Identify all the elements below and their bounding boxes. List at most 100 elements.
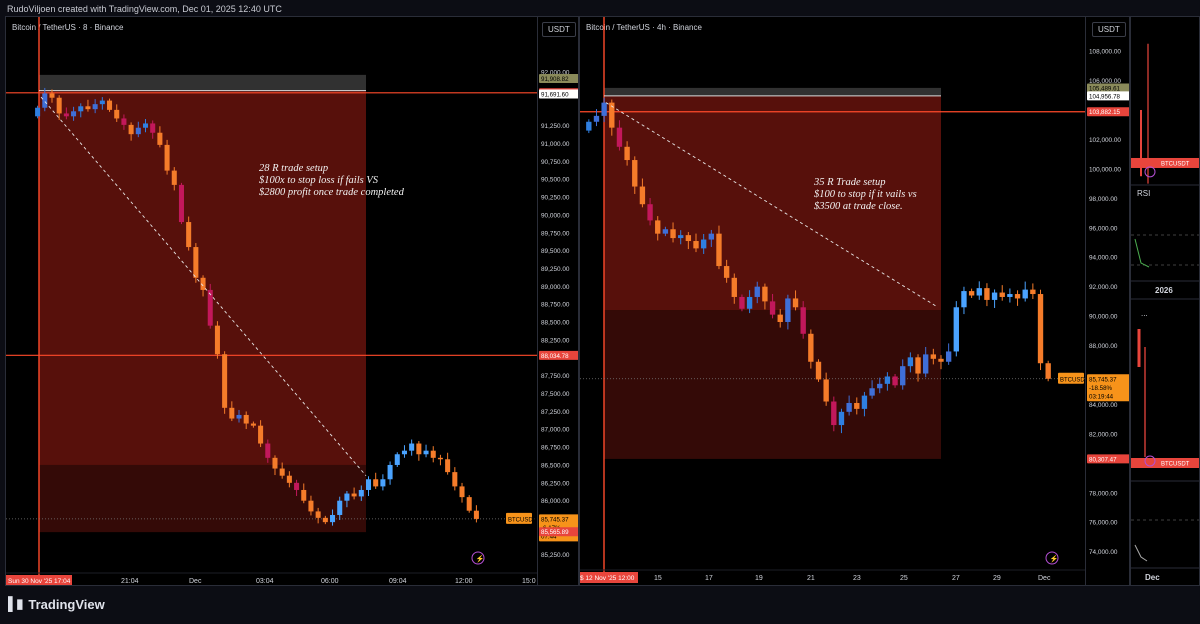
price-axis-1[interactable]: USDT 92,000.00 91,250.00 91,000.00 90,750.0… xyxy=(537,16,579,586)
price-label-4-0: 85,745.37 xyxy=(541,516,569,523)
credit-bar: RudoViljoen created with TradingView.com… xyxy=(0,0,1200,18)
y-tick-19: 76,000.00 xyxy=(1089,520,1118,527)
y-tick-24: 86,250.00 xyxy=(541,480,570,487)
side-ticker-2-bg xyxy=(1131,458,1199,468)
candle-52 xyxy=(984,288,990,300)
candle-25 xyxy=(214,325,220,355)
lower-osc-line xyxy=(1134,544,1148,562)
candle-39 xyxy=(884,376,891,384)
price-label-1-0: 104,956.78 xyxy=(1089,93,1121,100)
side-lightning-icon xyxy=(1144,166,1156,178)
candle-8 xyxy=(92,104,98,110)
rsi-line xyxy=(1134,238,1150,268)
candle-13 xyxy=(685,235,692,242)
candle-1 xyxy=(593,115,600,122)
candle-50 xyxy=(394,454,400,465)
price-label-3-2: 03:19:44 xyxy=(1089,393,1114,400)
chart-1-svg[interactable]: BTCUSDT ⚡ Sun 30 Nov '25 17:04 21:04 Dec 03:0… xyxy=(6,17,539,586)
x-tick-6: 12:00 xyxy=(455,578,473,585)
candle-22 xyxy=(754,286,760,297)
y-tick-8: 98,000.00 xyxy=(1089,196,1118,203)
candle-24 xyxy=(769,301,776,315)
y-tick-15: 88,500.00 xyxy=(541,320,570,327)
candle-30 xyxy=(815,361,822,380)
candle-34 xyxy=(279,468,285,476)
price-axis-1-svg: 92,000.00 91,250.00 91,000.00 90,750.00 90,5… xyxy=(539,70,578,559)
y-tick-14: 88,750.00 xyxy=(541,302,570,309)
chart-2-svg[interactable]: BTCUSDT ⚡ $ 12 Nov '25 12:00 15 17 19 21 23 25 27… xyxy=(580,17,1087,586)
candle-5 xyxy=(624,146,630,161)
candle-60 xyxy=(466,497,472,511)
x-tick-2: Dec xyxy=(189,578,202,585)
x-tick-9: Dec xyxy=(1038,575,1051,582)
y-tick-21: 87,000.00 xyxy=(541,427,570,434)
candle-33 xyxy=(838,411,845,426)
price-axis-2[interactable]: USDT 108,000.00106,000.00104,000.00102,0… xyxy=(1085,16,1130,586)
candle-38 xyxy=(308,500,314,512)
y-tick-9: 96,000.00 xyxy=(1089,225,1118,232)
price-label-bg-5 xyxy=(539,527,578,537)
x-tick-4: 06:00 xyxy=(321,578,339,585)
price-label-bg-2 xyxy=(539,89,578,99)
side-ticker-2: BTCUSDT xyxy=(1161,462,1190,468)
candle-12 xyxy=(121,118,127,125)
candle-23 xyxy=(200,277,206,290)
y-tick-20: 87,250.00 xyxy=(541,409,570,416)
side-panel[interactable]: BTCUSDT BTCUSDT RSI 2026 ... Dec xyxy=(1130,16,1200,586)
candle-10 xyxy=(107,100,113,110)
candle-13 xyxy=(128,124,134,135)
candle-23 xyxy=(762,286,768,302)
x-tick-3: 19 xyxy=(755,575,763,582)
candle-60 xyxy=(1045,363,1051,379)
candle-17 xyxy=(716,233,722,267)
candle-9 xyxy=(655,220,661,234)
y-tick-10: 89,750.00 xyxy=(541,230,570,237)
side-lightning-icon-2 xyxy=(1144,455,1156,467)
y-tick-4: 91,250.00 xyxy=(541,123,570,130)
price-label-3-0: 88,034.78 xyxy=(541,353,569,360)
price-label-5-0: 85,565.89 xyxy=(541,529,569,536)
x-tick-0: $ 12 Nov '25 12:00 xyxy=(580,575,635,582)
y-tick-5: 91,000.00 xyxy=(541,141,570,148)
ticker-label-bg xyxy=(1058,372,1084,384)
candle-14 xyxy=(693,241,699,249)
y-tick-0: 92,000.00 xyxy=(541,70,570,77)
candle-40 xyxy=(892,376,898,386)
currency-label-2[interactable]: USDT xyxy=(1092,22,1126,37)
candle-36 xyxy=(861,395,868,409)
candle-47 xyxy=(945,351,952,362)
footer-brand: ▌▮ TradingView xyxy=(8,596,105,612)
x-tick-8: 29 xyxy=(993,575,1001,582)
side-panel-svg[interactable]: BTCUSDT BTCUSDT xyxy=(1131,17,1200,586)
lightning-icon: ⚡ xyxy=(476,554,485,563)
x-tick-highlight xyxy=(6,575,72,585)
x-tick-7: 27 xyxy=(952,575,960,582)
candle-45 xyxy=(930,354,937,359)
candle-39 xyxy=(315,511,321,518)
x-tick-0: Sun 30 Nov '25 17:04 xyxy=(8,578,71,585)
y-tick-10: 94,000.00 xyxy=(1089,255,1118,262)
candle-42 xyxy=(337,500,343,515)
candle-61 xyxy=(473,510,479,519)
candle-53 xyxy=(991,292,998,300)
ticker-label: BTCUSDT xyxy=(1060,377,1087,383)
candle-3 xyxy=(56,97,62,114)
candle-26 xyxy=(785,298,791,323)
chart-panel-1[interactable]: Bitcoin / TetherUS · 8 · Binance BTCUSDT… xyxy=(5,16,539,586)
chart-panel-2[interactable]: Bitcoin / TetherUS · 4h · Binance BTCUSD… xyxy=(579,16,1087,586)
candle-59 xyxy=(1037,294,1044,364)
candle-18 xyxy=(164,144,170,171)
candle-49 xyxy=(387,464,393,480)
candle-42 xyxy=(907,357,914,367)
x-tick-1: 21:04 xyxy=(121,578,139,585)
candle-54 xyxy=(423,450,429,455)
candle-24 xyxy=(207,289,213,326)
stop-zone xyxy=(604,87,941,96)
y-tick-28: 85,250.00 xyxy=(541,552,570,559)
y-tick-18: 78,000.00 xyxy=(1089,490,1118,497)
candle-51 xyxy=(976,288,982,296)
currency-label-1[interactable]: USDT xyxy=(542,22,576,37)
candle-15 xyxy=(142,123,149,128)
candle-19 xyxy=(171,170,177,185)
target-zone xyxy=(39,464,366,533)
